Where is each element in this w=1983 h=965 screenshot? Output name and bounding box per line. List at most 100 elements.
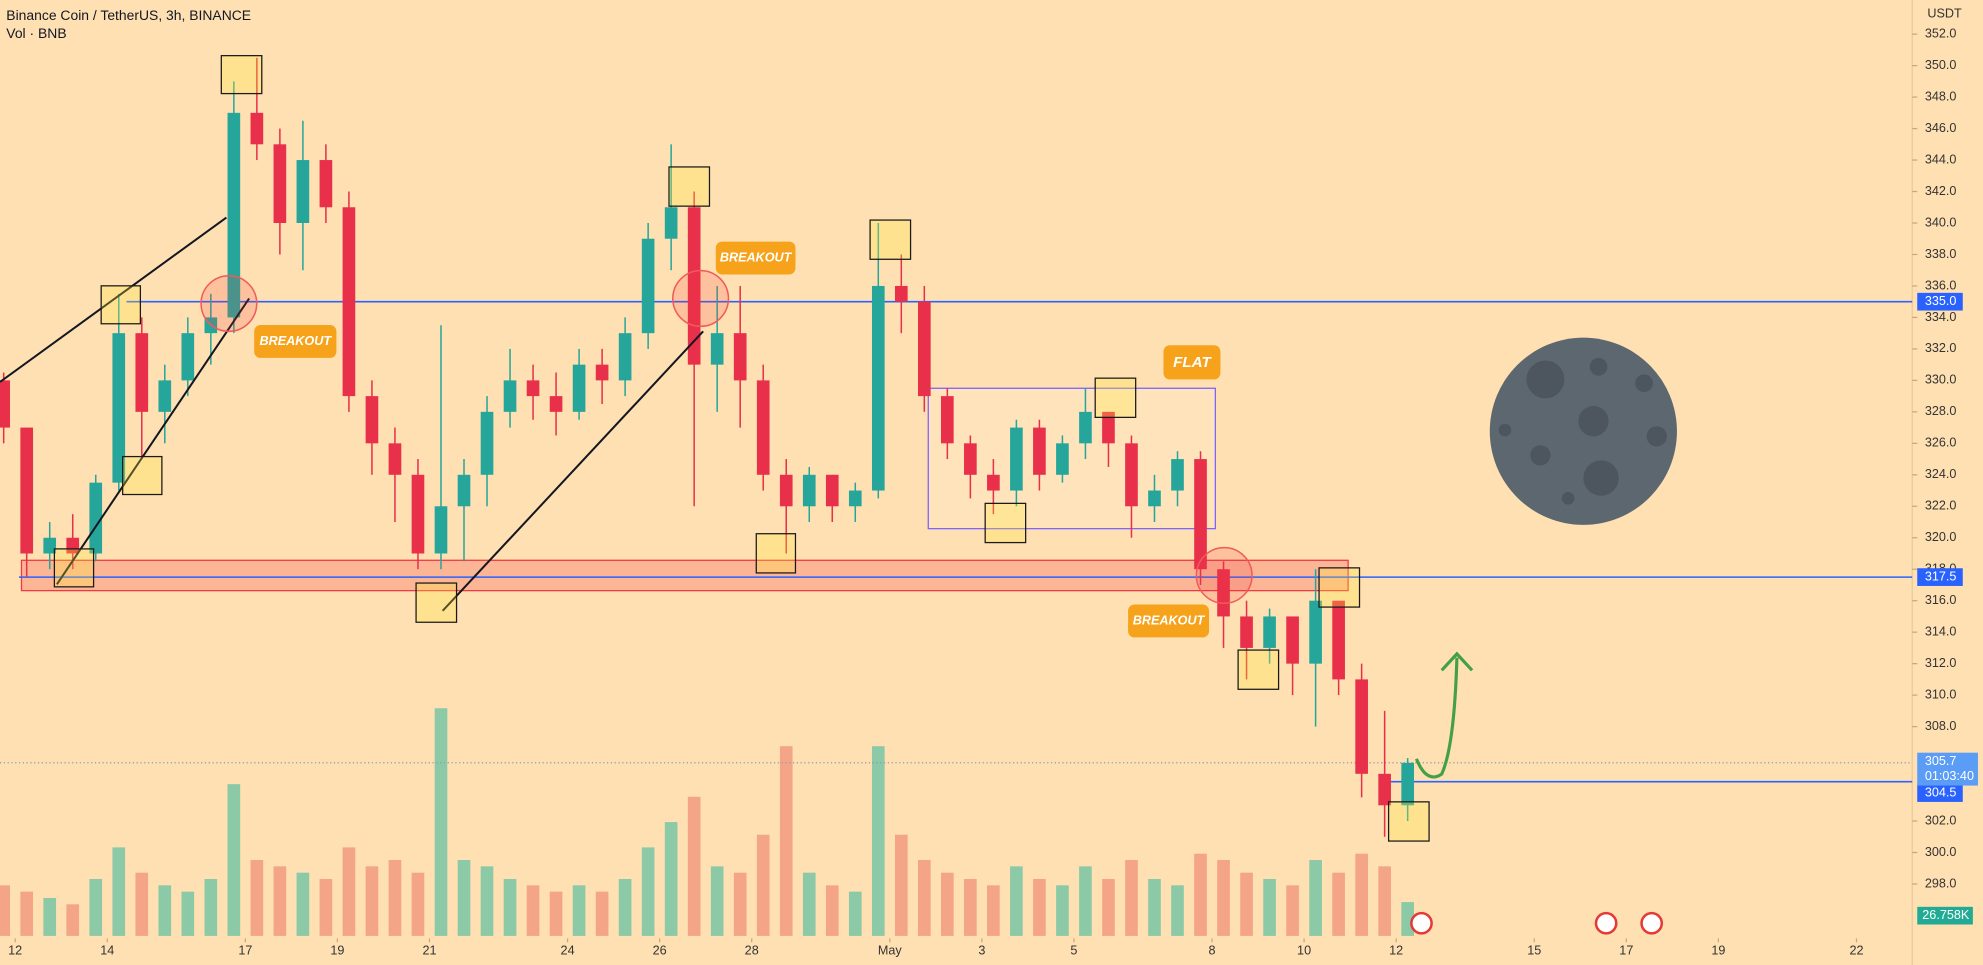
candle-body: [664, 207, 678, 239]
x-tick-label: 12: [8, 943, 22, 957]
volume-bar: [894, 834, 908, 936]
volume-bar: [457, 860, 471, 936]
candle-body: [388, 443, 402, 475]
volume-bar: [66, 904, 80, 936]
volume-bar: [1332, 872, 1345, 936]
y-tick-label: 332.0: [1925, 341, 1957, 355]
highlight-box: [100, 285, 142, 325]
x-tick-label: 19: [330, 943, 344, 957]
volume-bar: [1079, 866, 1092, 936]
volume-bar: [43, 897, 57, 936]
highlight-box: [220, 55, 263, 95]
candle-body: [894, 285, 908, 302]
highlight-box: [1318, 567, 1361, 608]
volume-bar: [941, 872, 954, 936]
forecast-arrow: [1414, 657, 1459, 779]
candle-body: [779, 474, 793, 507]
level-badge-label: 335.0: [1925, 294, 1957, 308]
volume-bar: [1125, 860, 1138, 936]
y-tick-label: 314.0: [1925, 625, 1957, 639]
breakout-circle: [1195, 546, 1253, 605]
volume-bar: [987, 885, 1000, 936]
y-tick-label: 302.0: [1925, 813, 1957, 827]
highlight-box: [122, 455, 163, 496]
levels: [0, 300, 1913, 783]
trend-line: [0, 216, 227, 383]
chart-title: Binance Coin / TetherUS, 3h, BINANCE: [6, 7, 251, 23]
annotation-badge: [1128, 604, 1210, 638]
volume-bar: [641, 847, 655, 936]
candle-body: [296, 160, 310, 224]
candle-body: [158, 380, 172, 412]
y-tick-label: 330.0: [1925, 373, 1957, 387]
x-tick-label: 19: [1711, 943, 1725, 957]
volume-pane: [0, 708, 1414, 936]
last-price-label: 305.7: [1925, 754, 1957, 768]
candle-body: [181, 333, 195, 381]
candle-body: [1263, 616, 1276, 648]
unit-label: USDT: [1927, 6, 1962, 20]
volume-bar: [917, 860, 931, 936]
chart-subtitle: Vol · BNB: [6, 25, 66, 41]
y-tick-label: 340.0: [1925, 215, 1957, 229]
support-zone: [20, 559, 1349, 592]
candle-body: [964, 443, 977, 475]
annotation-badge: [254, 325, 337, 358]
y-tick-label: 344.0: [1925, 152, 1957, 166]
candles: [0, 57, 1414, 837]
volume-bar: [1378, 866, 1391, 936]
candle-body: [434, 506, 448, 554]
candle-body: [1102, 411, 1115, 444]
y-tick-label: 326.0: [1925, 436, 1957, 450]
y-tick-label: 348.0: [1925, 89, 1957, 103]
x-tick-label: 22: [1849, 943, 1863, 957]
x-tick-label: 10: [1297, 943, 1311, 957]
annotation: BREAKOUT: [1133, 613, 1206, 627]
volume-bar: [1148, 878, 1161, 936]
drawings: BREAKOUT BREAKOUT BREAKOUT FLAT: [0, 55, 1677, 935]
volume-bar: [250, 860, 264, 936]
annotation-badge: [715, 241, 796, 275]
level-badge: [1917, 292, 1963, 311]
candle-body: [1355, 679, 1368, 774]
candle-body: [503, 380, 517, 412]
x-tick-label: 28: [745, 943, 759, 957]
candle-body: [1401, 762, 1414, 806]
volume-bar: [273, 866, 287, 936]
y-tick-label: 308.0: [1925, 719, 1957, 733]
candle-body: [227, 112, 241, 318]
y-tick-label: 320.0: [1925, 530, 1957, 544]
candle-body: [618, 333, 632, 381]
candle-body: [1309, 600, 1322, 664]
x-tick-label: 14: [100, 943, 114, 957]
x-tick-label: 21: [422, 943, 436, 957]
candle-body: [1332, 600, 1345, 680]
event-flags: [1410, 911, 1664, 935]
candle-body: [0, 380, 11, 428]
volume-badge: [1917, 906, 1973, 925]
volume-bar: [549, 891, 563, 936]
x-tick-label: 17: [1619, 943, 1633, 957]
volume-bar: [1010, 866, 1023, 936]
volume-bar: [756, 834, 770, 936]
zones: [20, 387, 1349, 592]
volume-bar: [1401, 902, 1414, 936]
volume-bar: [1194, 853, 1207, 936]
y-tick-label: 338.0: [1925, 247, 1957, 261]
volume-bar: [1286, 885, 1299, 936]
y-tick-label: 328.0: [1925, 404, 1957, 418]
level-badge: [1917, 568, 1963, 586]
candle-body: [1286, 616, 1299, 664]
highlight-box: [53, 548, 95, 588]
volume-bar: [1171, 885, 1184, 936]
candle-body: [756, 380, 770, 475]
highlight-box: [984, 502, 1027, 544]
volume-bar: [664, 822, 678, 936]
candle-body: [871, 285, 885, 491]
level-badge-label: 304.5: [1925, 785, 1957, 799]
highlight-box: [1094, 377, 1137, 418]
candle-body: [1217, 569, 1230, 617]
arrow-head: [1440, 651, 1474, 672]
